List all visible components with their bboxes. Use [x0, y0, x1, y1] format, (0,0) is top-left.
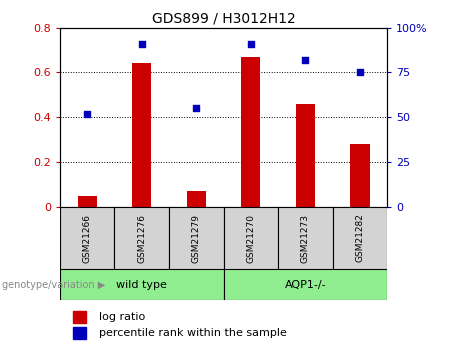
Text: GSM21270: GSM21270: [246, 214, 255, 263]
Text: AQP1-/-: AQP1-/-: [284, 280, 326, 289]
Text: wild type: wild type: [116, 280, 167, 289]
Bar: [60, 207, 114, 269]
Point: [356, 70, 364, 75]
Title: GDS899 / H3012H12: GDS899 / H3012H12: [152, 11, 296, 25]
Point: [138, 41, 145, 47]
Text: genotype/variation ▶: genotype/variation ▶: [2, 280, 106, 289]
Bar: [333, 207, 387, 269]
Text: GSM21276: GSM21276: [137, 214, 146, 263]
Text: GSM21273: GSM21273: [301, 214, 310, 263]
Bar: [278, 207, 333, 269]
Bar: [77, 196, 97, 207]
Text: percentile rank within the sample: percentile rank within the sample: [99, 328, 287, 338]
Bar: [241, 57, 260, 207]
Point: [193, 106, 200, 111]
Bar: [169, 207, 224, 269]
Point: [247, 41, 254, 47]
Point: [301, 57, 309, 63]
Bar: [296, 104, 315, 207]
Text: log ratio: log ratio: [99, 312, 146, 322]
Bar: [73, 310, 86, 323]
Bar: [60, 269, 224, 300]
Bar: [224, 207, 278, 269]
Bar: [132, 63, 151, 207]
Text: GSM21282: GSM21282: [355, 214, 365, 263]
Point: [83, 111, 91, 117]
Text: GSM21266: GSM21266: [83, 214, 92, 263]
Bar: [224, 269, 387, 300]
Bar: [114, 207, 169, 269]
Bar: [350, 144, 370, 207]
Bar: [73, 327, 86, 339]
Bar: [187, 191, 206, 207]
Text: GSM21279: GSM21279: [192, 214, 201, 263]
